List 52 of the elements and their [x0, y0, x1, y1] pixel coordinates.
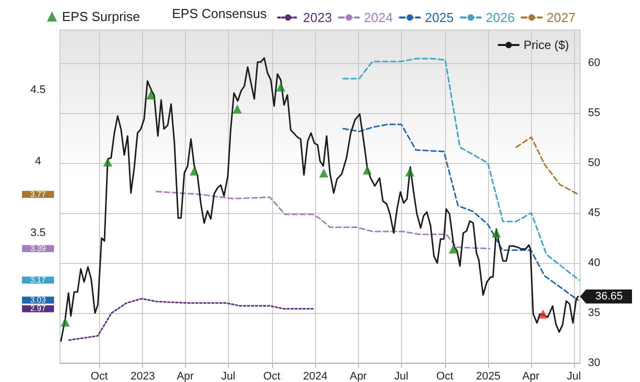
- y-tick-label: 3.77: [30, 190, 46, 199]
- y-tick-label: 3.5: [30, 226, 46, 239]
- y2-tick-label: 30: [588, 357, 600, 369]
- x-tick-label: Oct: [263, 370, 280, 382]
- point: [538, 310, 548, 318]
- point: [276, 82, 286, 92]
- legend-label: 2025: [424, 10, 454, 25]
- point: [103, 158, 112, 166]
- data-label: 36.65: [595, 290, 623, 302]
- legend-label: EPS Surprise: [62, 9, 140, 24]
- point: [232, 104, 242, 114]
- line-series: [342, 124, 579, 301]
- x-tick-label: Jul: [394, 370, 408, 382]
- point: [492, 228, 501, 238]
- legend-label: 2027: [546, 10, 576, 25]
- y-tick-label: 4.5: [30, 84, 46, 96]
- x-tick-label: Apr: [350, 370, 368, 382]
- legend-label: 2024: [364, 10, 393, 25]
- y-tick-label: 3.17: [30, 276, 46, 285]
- x-tick-label: Jul: [221, 370, 236, 382]
- line-series: [515, 136, 579, 196]
- point: [405, 168, 414, 176]
- y2-tick-label: 45: [588, 207, 600, 219]
- legend-label: Price ($): [524, 38, 570, 52]
- x-tick-label: Apr: [522, 370, 540, 382]
- x-tick-label: Jul: [566, 370, 581, 382]
- y2-tick-label: 40: [588, 257, 600, 269]
- point: [448, 244, 458, 254]
- legend-label: 2023: [303, 10, 332, 25]
- line-series: [68, 298, 314, 341]
- y2-tick-label: 35: [588, 307, 600, 319]
- point: [319, 168, 328, 178]
- point: [190, 166, 199, 176]
- x-tick-label: Oct: [90, 370, 108, 382]
- y-tick-label: 2.97: [30, 304, 46, 314]
- y-tick-label: 4: [34, 155, 42, 168]
- x-tick-label: 2025: [476, 370, 501, 382]
- legend-title: EPS Consensus: [172, 6, 268, 21]
- line-series: [342, 58, 580, 281]
- y-tick-label: 3.39: [30, 244, 46, 254]
- x-tick-label: 2024: [303, 370, 328, 382]
- point: [146, 90, 156, 100]
- y2-tick-label: 55: [588, 107, 600, 119]
- x-tick-label: Oct: [436, 370, 454, 382]
- point: [60, 318, 70, 326]
- y2-tick-label: 50: [588, 157, 600, 169]
- y2-tick-label: 60: [588, 57, 600, 69]
- point: [362, 166, 372, 174]
- y-tick-label: 3.03: [30, 296, 46, 305]
- x-tick-label: Apr: [176, 370, 194, 382]
- x-tick-label: 2023: [130, 370, 155, 382]
- legend-label: 2026: [486, 10, 515, 25]
